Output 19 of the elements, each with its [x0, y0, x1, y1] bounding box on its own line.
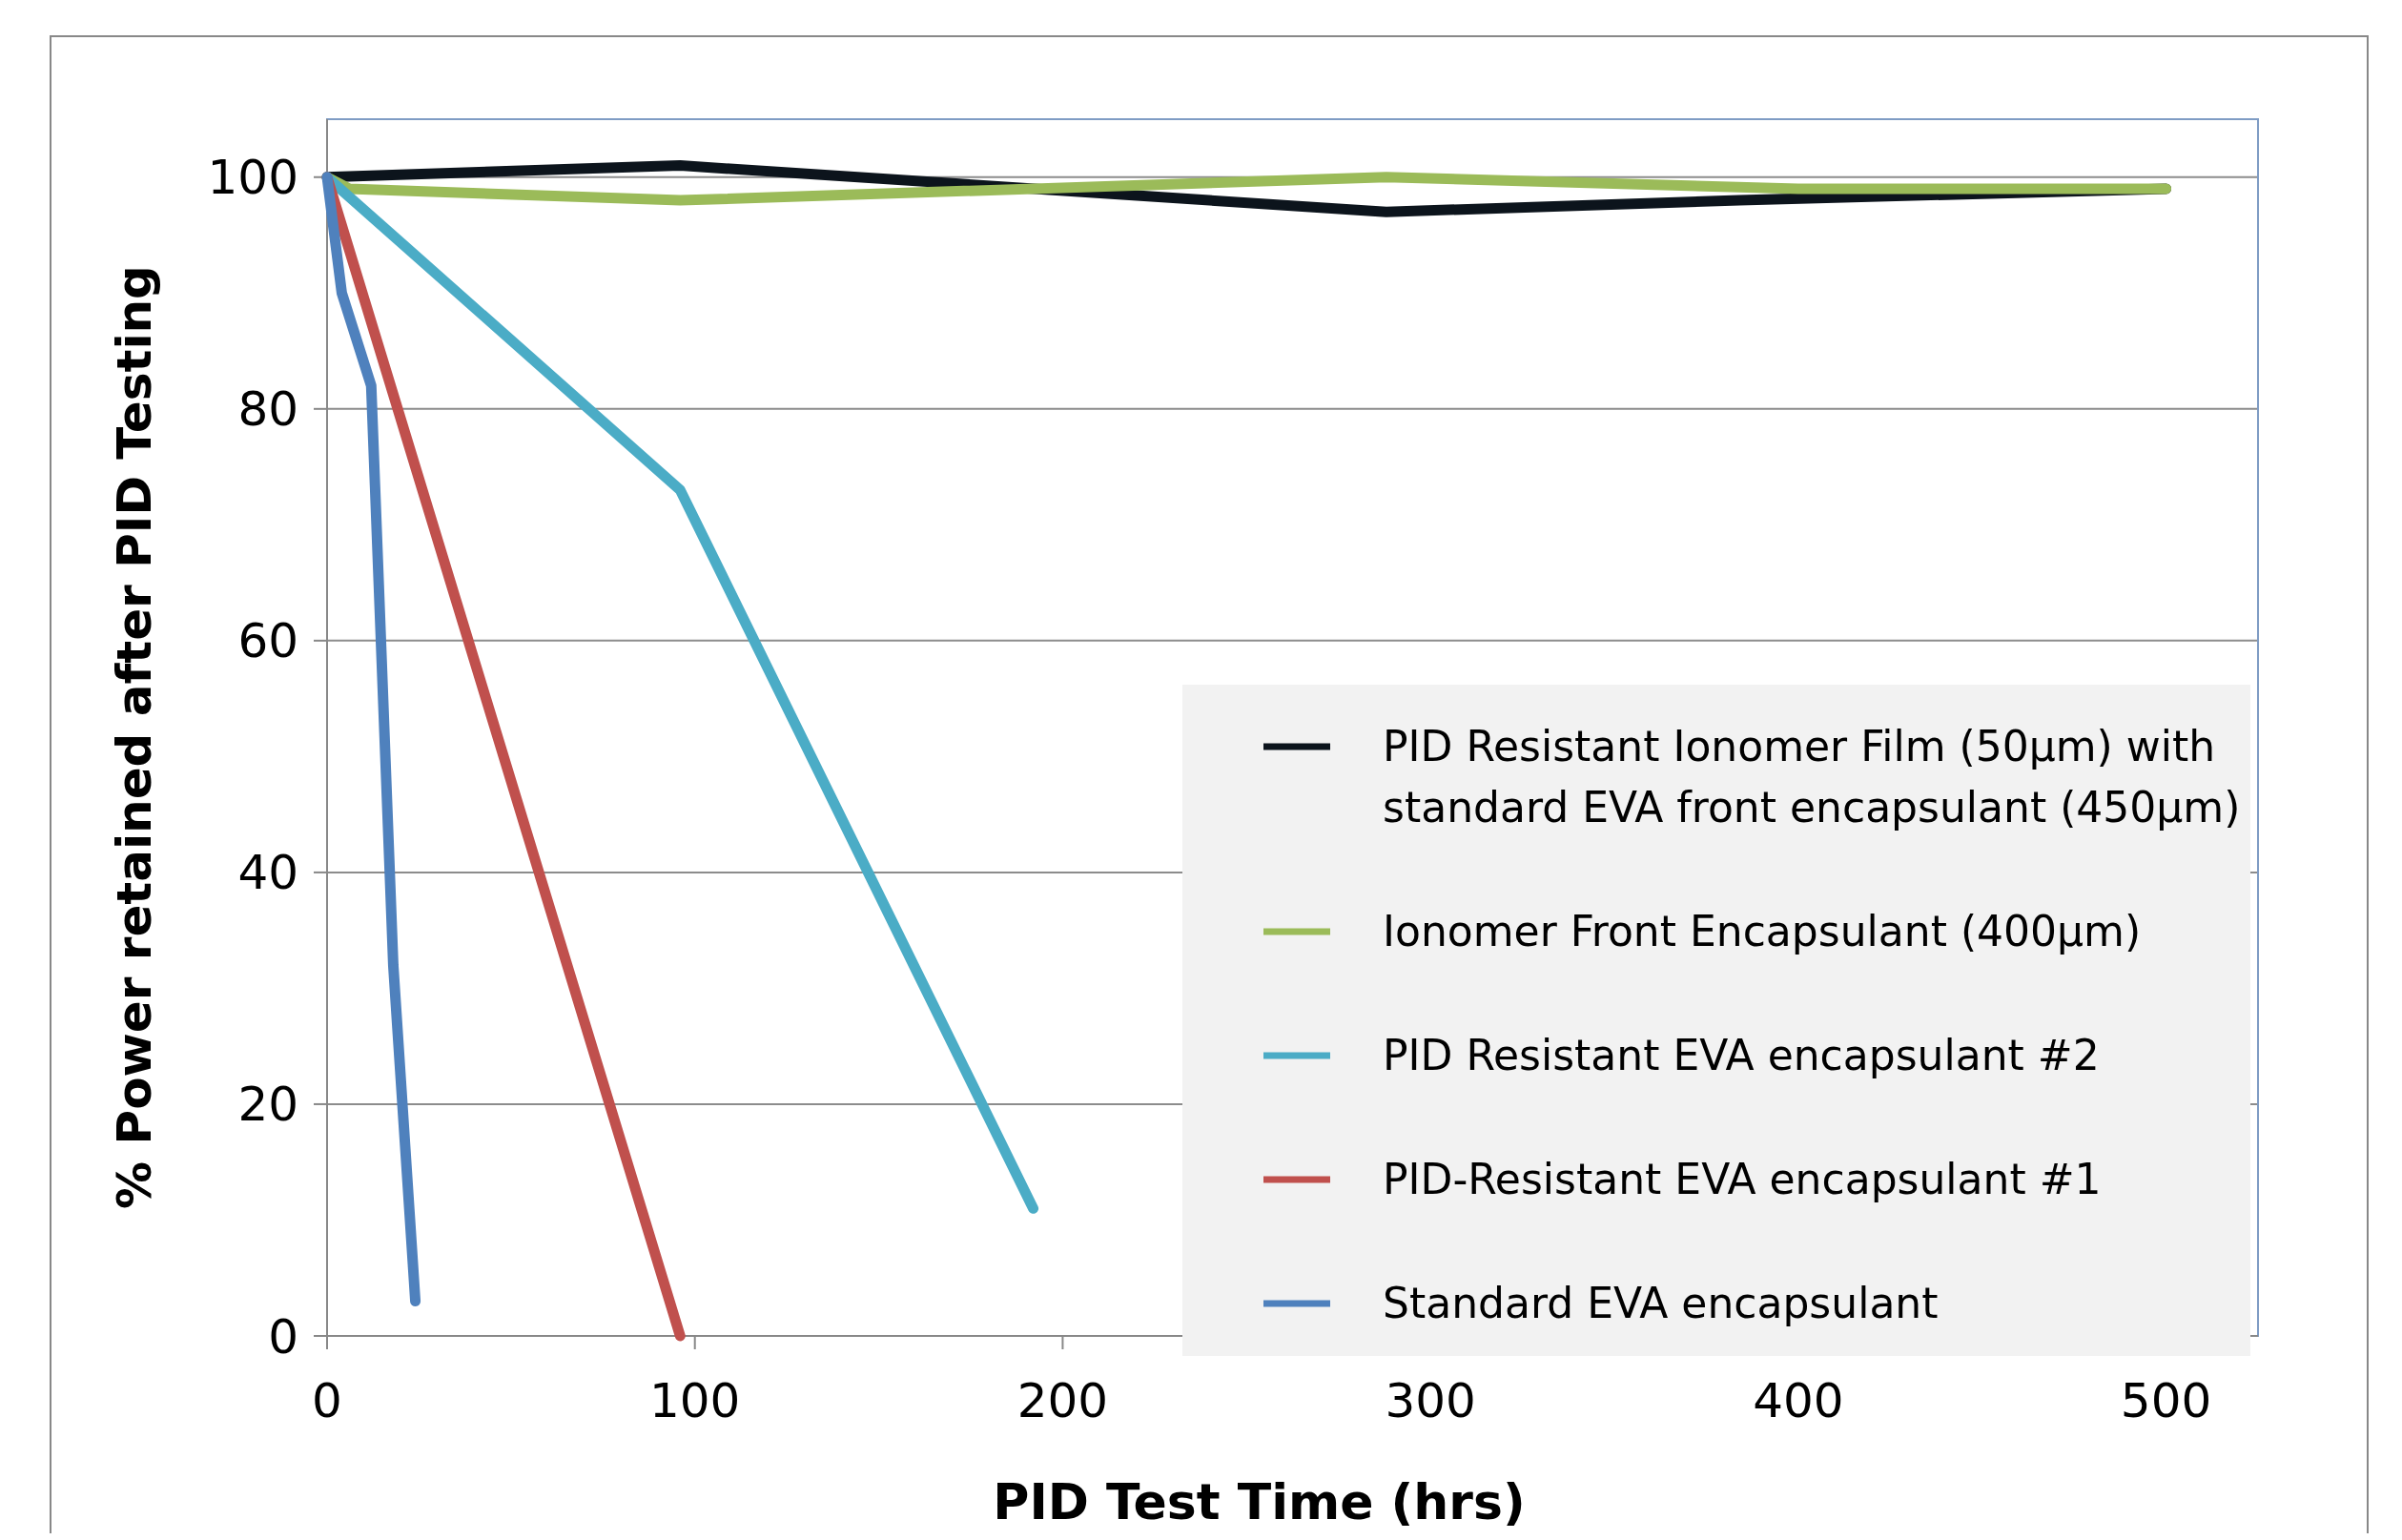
- legend-label: Standard EVA encapsulant: [1383, 1279, 1939, 1328]
- legend-label: PID Resistant EVA encapsulant #2: [1383, 1031, 2100, 1080]
- legend-label: Ionomer Front Encapsulant (400µm): [1383, 907, 2142, 956]
- y-tick-label: 20: [237, 1077, 298, 1133]
- y-tick-label: 100: [207, 150, 298, 206]
- x-tick-label: 100: [649, 1373, 741, 1428]
- x-tick-label: 0: [312, 1373, 342, 1428]
- y-axis-title: % Power retained after PID Testing: [107, 265, 162, 1209]
- legend-label: PID-Resistant EVA encapsulant #1: [1383, 1155, 2102, 1204]
- x-tick-label: 200: [1016, 1373, 1109, 1428]
- y-tick-label: 60: [237, 613, 298, 669]
- x-axis-title: PID Test Time (hrs): [993, 1473, 1526, 1530]
- x-tick-label: 300: [1385, 1373, 1476, 1428]
- legend-label: PID Resistant Ionomer Film (50µm) with standard EVA front encapsulant (450µm): [1383, 722, 2241, 832]
- x-tick-label: 400: [1753, 1373, 1844, 1428]
- y-tick-label: 40: [237, 845, 298, 901]
- y-tick-label: 0: [268, 1308, 298, 1365]
- y-tick-label: 80: [237, 381, 298, 438]
- x-tick-label: 500: [2120, 1373, 2212, 1428]
